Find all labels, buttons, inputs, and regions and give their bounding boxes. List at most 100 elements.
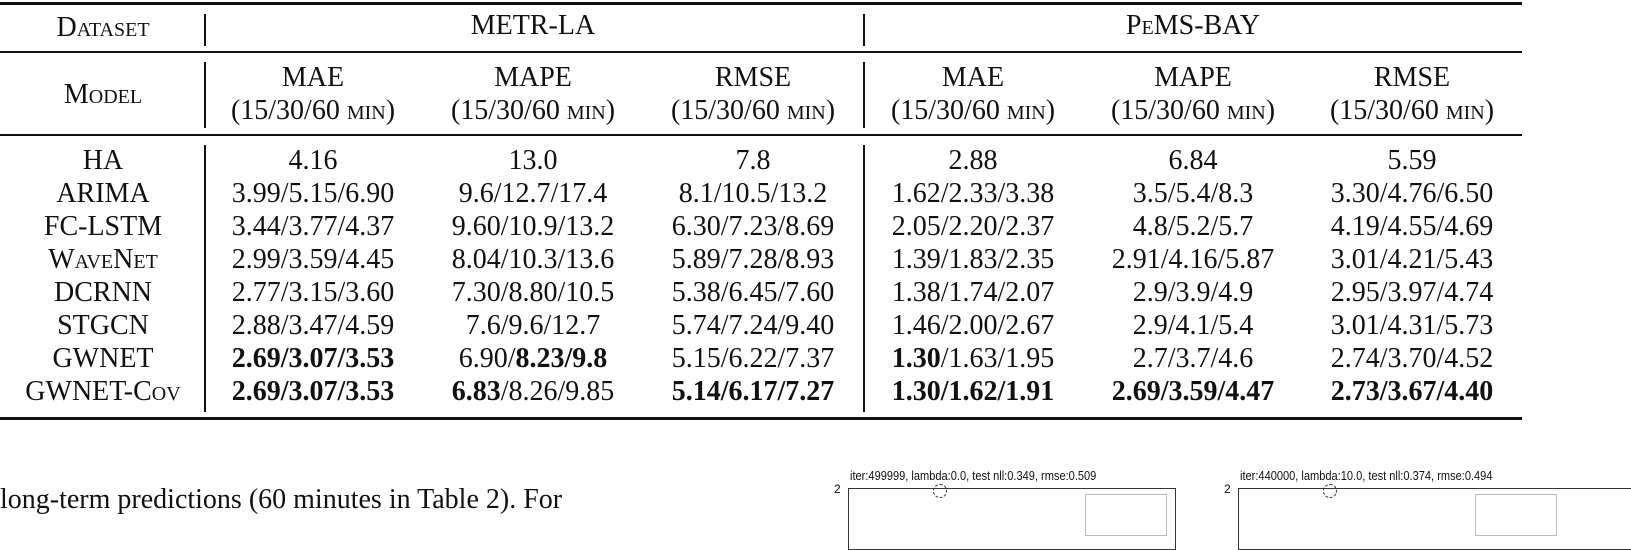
value: 2.77/3.15/3.60 [231, 277, 395, 308]
value: 8.1/10.5/13.2 [678, 178, 828, 209]
table-cell: 8.04/10.3/13.6 [452, 243, 615, 276]
table-cell: 2.05/2.20/2.37 [892, 210, 1055, 243]
value: 2.99/3.59/4.45 [231, 244, 395, 275]
value: 2.05/2.20/2.37 [891, 211, 1055, 242]
table-cell: 8.1/10.5/13.2 [679, 177, 828, 210]
metric-header: MAE [941, 62, 1005, 93]
value: 5.15/6.22/7.37 [671, 343, 835, 374]
best-value: 2.73/3.67/4.40 [1330, 376, 1494, 407]
marker [1323, 484, 1337, 498]
table-cell: 3.99/5.15/6.90 [232, 177, 395, 210]
table-cell: 4.16 [289, 144, 338, 177]
value: 2.91/4.16/5.87 [1111, 244, 1275, 275]
best-value: 8.23/9.8 [515, 343, 608, 374]
table-cell: 2.95/3.97/4.74 [1331, 276, 1494, 309]
table-cell: 5.14/6.17/7.27 [672, 375, 835, 408]
value: 6.84 [1168, 145, 1218, 176]
marker [933, 484, 947, 498]
value: 8.04/10.3/13.6 [451, 244, 615, 275]
value: 6.30/7.23/8.69 [671, 211, 835, 242]
table-cell: 7.30/8.80/10.5 [452, 276, 615, 309]
value: 2.88 [948, 145, 998, 176]
value: 3.5/5.4/8.3 [1132, 178, 1254, 209]
value: 3.30/4.76/6.50 [1330, 178, 1494, 209]
value: 9.6/12.7/17.4 [458, 178, 608, 209]
metric-header: MAPE [494, 62, 572, 93]
value: 5.38/6.45/7.60 [671, 277, 835, 308]
value: /1.63/1.95 [940, 343, 1055, 374]
column-divider [204, 145, 206, 412]
table-cell: 7.6/9.6/12.7 [466, 309, 601, 342]
table-cell: 2.77/3.15/3.60 [232, 276, 395, 309]
metric-header: RMSE [714, 62, 792, 93]
table-cell: 5.59 [1388, 144, 1437, 177]
table-cell: 13.0 [509, 144, 558, 177]
model-label: Model [63, 79, 143, 110]
table-cell: 2.73/3.67/4.40 [1331, 375, 1494, 408]
value: 1.39/1.83/2.35 [891, 244, 1055, 275]
table-cell: 9.6/12.7/17.4 [459, 177, 608, 210]
table-cell: 2.69/3.07/3.53 [232, 342, 395, 375]
value: 2.7/3.7/4.6 [1132, 343, 1254, 374]
best-value: 2.69/3.59/4.47 [1111, 376, 1275, 407]
column-divider [863, 145, 865, 412]
table-cell: 1.30/1.62/1.91 [892, 375, 1055, 408]
best-value: 6.83 [451, 376, 501, 407]
value: 2.9/4.1/5.4 [1132, 310, 1254, 341]
subheader-rule [0, 134, 1522, 136]
table-cell: 3.5/5.4/8.3 [1133, 177, 1254, 210]
table-cell: 2.69/3.07/3.53 [232, 375, 395, 408]
plot-title: iter:499999, lambda:0.0, test nll:0.349,… [850, 468, 1097, 483]
table-cell: 1.39/1.83/2.35 [892, 243, 1055, 276]
metric-unit: (15/30/60 min) [450, 95, 616, 126]
model-name: GWNET-Cov [25, 376, 181, 407]
dataset-label: Dataset [56, 12, 150, 43]
column-divider [863, 14, 865, 46]
column-divider [863, 62, 865, 128]
dataset-metr-la: METR-LA [470, 10, 596, 41]
table-cell: 9.60/10.9/13.2 [452, 210, 615, 243]
value: 1.62/2.33/3.38 [891, 178, 1055, 209]
best-value: 5.14/6.17/7.27 [671, 376, 835, 407]
table-cell: 1.38/1.74/2.07 [892, 276, 1055, 309]
table-cell: 2.7/3.7/4.6 [1133, 342, 1254, 375]
table-cell: 6.84 [1169, 144, 1218, 177]
value: 4.8/5.2/5.7 [1132, 211, 1254, 242]
best-value: 1.30 [891, 343, 941, 374]
table-cell: 4.19/4.55/4.69 [1331, 210, 1494, 243]
table-cell: 5.74/7.24/9.40 [672, 309, 835, 342]
value: 2.88/3.47/4.59 [231, 310, 395, 341]
value: 6.90/ [458, 343, 516, 374]
body-text: long-term predictions (60 minutes in Tab… [0, 484, 563, 515]
best-value: 2.69/3.07/3.53 [231, 376, 395, 407]
table-cell: 2.9/4.1/5.4 [1133, 309, 1254, 342]
model-name: FC-LSTM [43, 211, 163, 242]
value: 2.74/3.70/4.52 [1330, 343, 1494, 374]
y-tick: 2 [1224, 482, 1231, 496]
table-cell: 2.69/3.59/4.47 [1112, 375, 1275, 408]
value: 3.01/4.31/5.73 [1330, 310, 1494, 341]
table-cell: 7.8 [736, 144, 771, 177]
legend [1475, 494, 1557, 536]
value: 5.89/7.28/8.93 [671, 244, 835, 275]
table-cell: 2.88 [949, 144, 998, 177]
table-cell: 6.83/8.26/9.85 [452, 375, 615, 408]
value: 7.30/8.80/10.5 [451, 277, 615, 308]
bottom-rule [0, 417, 1522, 420]
metric-unit: (15/30/60 min) [1110, 95, 1276, 126]
value: 13.0 [508, 145, 558, 176]
table-cell: 1.46/2.00/2.67 [892, 309, 1055, 342]
table-cell: 2.88/3.47/4.59 [232, 309, 395, 342]
metric-unit: (15/30/60 min) [890, 95, 1056, 126]
table-cell: 4.8/5.2/5.7 [1133, 210, 1254, 243]
metric-unit: (15/30/60 min) [1329, 95, 1495, 126]
table-cell: 3.30/4.76/6.50 [1331, 177, 1494, 210]
metric-header: RMSE [1373, 62, 1451, 93]
table-cell: 2.91/4.16/5.87 [1112, 243, 1275, 276]
model-name: ARIMA [56, 178, 150, 209]
model-name: HA [82, 145, 124, 176]
table-cell: 3.01/4.21/5.43 [1331, 243, 1494, 276]
model-name: WaveNet [48, 244, 158, 275]
value: /8.26/9.85 [500, 376, 615, 407]
best-value: 2.69/3.07/3.53 [231, 343, 395, 374]
